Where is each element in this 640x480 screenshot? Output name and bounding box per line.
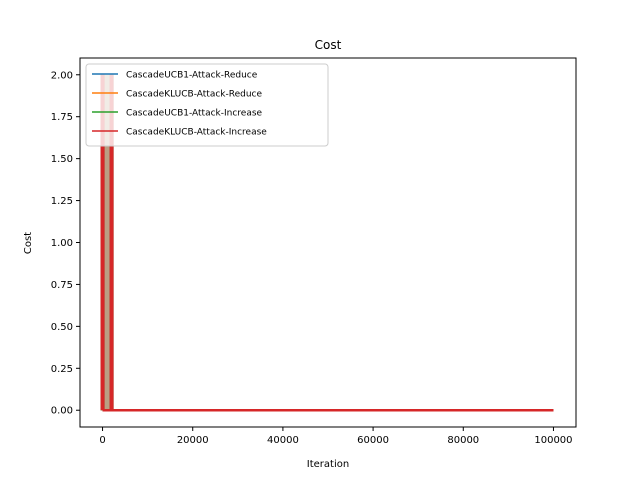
chart-title: Cost: [315, 38, 342, 52]
y-tick-label: 2.00: [51, 70, 73, 81]
legend-box: [85, 63, 329, 147]
y-tick-label: 1.00: [51, 238, 73, 249]
y-tick-label: 1.25: [51, 196, 73, 207]
series-1-burst-band: [102, 74, 112, 411]
x-axis: 0 20000 40000 60000 80000 100000: [99, 427, 573, 446]
y-tick-label: 0.25: [51, 364, 73, 375]
y-tick-label: 0.00: [51, 406, 73, 417]
x-tick-label: 0: [99, 435, 105, 446]
legend-label-3: CascadeUCB1-Attack-Increase: [126, 109, 263, 119]
series-4-burst-band: [102, 74, 112, 411]
x-tick-label: 20000: [177, 435, 209, 446]
x-tick-label: 80000: [447, 435, 479, 446]
series-3-burst-band: [102, 74, 112, 411]
x-tick-label: 40000: [267, 435, 299, 446]
legend-label-2: CascadeKLUCB-Attack-Reduce: [126, 90, 262, 100]
x-tick-label: 60000: [357, 435, 389, 446]
legend-label-1: CascadeUCB1-Attack-Reduce: [126, 71, 258, 81]
y-tick-label: 0.50: [51, 322, 73, 333]
y-axis-label: Cost: [23, 232, 34, 254]
y-tick-label: 1.50: [51, 154, 73, 165]
x-tick-label: 100000: [534, 435, 572, 446]
legend-label-4: CascadeKLUCB-Attack-Increase: [126, 128, 267, 138]
x-axis-label: Iteration: [307, 459, 349, 470]
y-axis: 0.00 0.25 0.50 0.75 1.00 1.25 1.50 1.75 2.00: [51, 70, 80, 417]
series-2-burst-band: [102, 74, 112, 411]
legend: CascadeUCB1-Attack-Reduce CascadeKLUCB-At…: [85, 63, 329, 147]
y-tick-label: 1.75: [51, 112, 73, 123]
y-tick-label: 0.75: [51, 280, 73, 291]
